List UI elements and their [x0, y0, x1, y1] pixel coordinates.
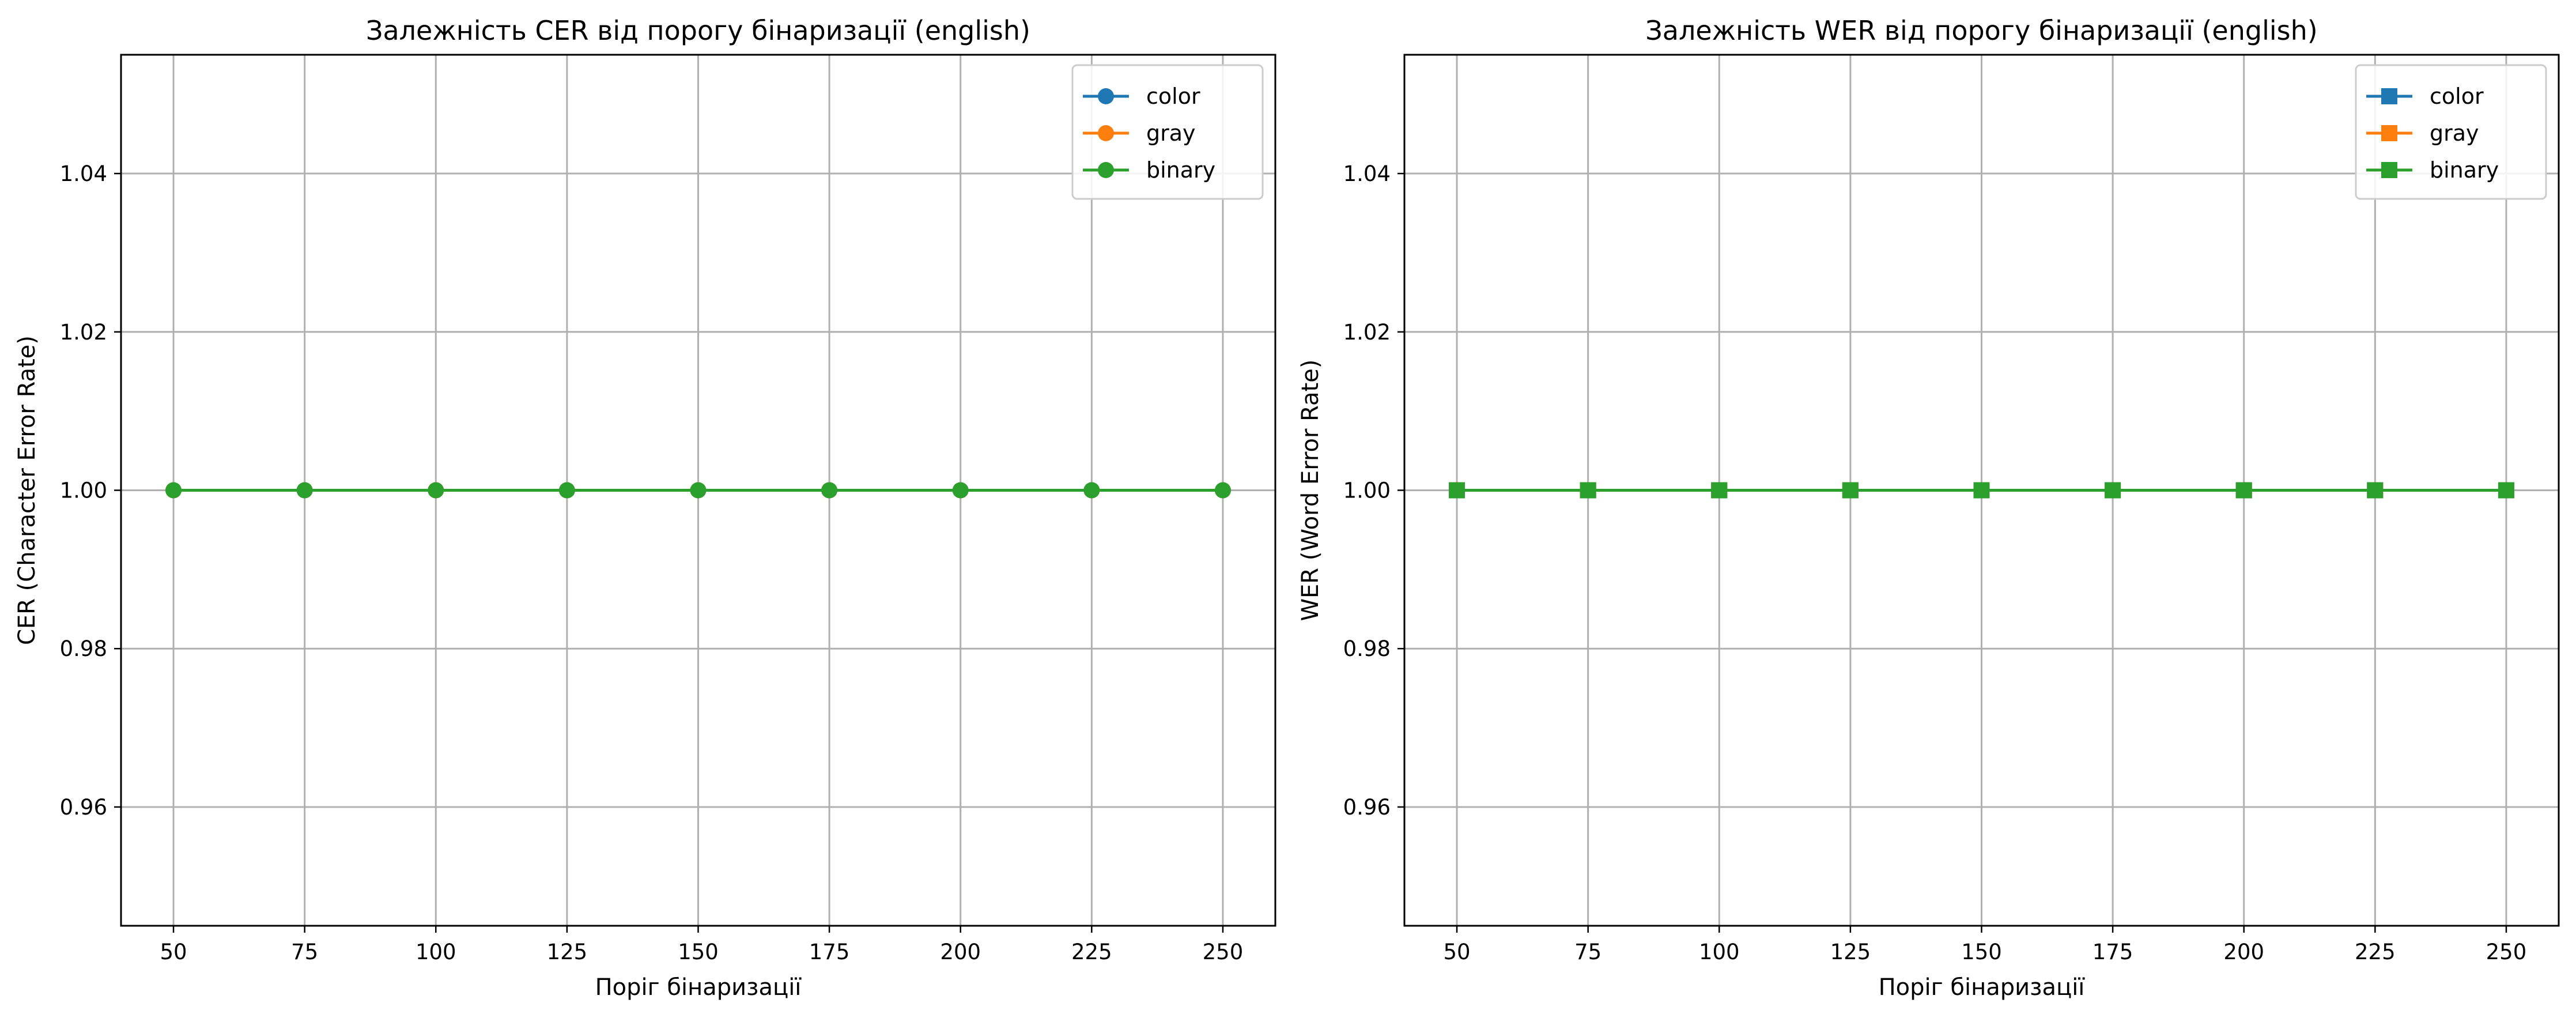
chart-2-axes-frame: [1403, 54, 2560, 927]
chart-2-legend-binary-label: binary: [2430, 157, 2499, 183]
chart-1-series-binary-point: [165, 482, 182, 499]
chart-2-legend-color-label: color: [2430, 84, 2484, 109]
chart-1-xtick-label: 200: [940, 940, 981, 964]
chart-2-ytick-label: 0.96: [1343, 795, 1391, 820]
chart-1-series-binary-point: [1214, 482, 1231, 499]
chart-2-ylabel: WER (Word Error Rate): [1297, 359, 1324, 621]
chart-2-series-binary-point: [1973, 482, 1990, 499]
chart-2-ytick-label: 1.00: [1343, 478, 1391, 503]
chart-2-series-binary-point: [1711, 482, 1728, 499]
chart-1-legend-binary-label: binary: [1146, 157, 1215, 183]
chart-2-title: Залежність WER від порогу бінаризації (e…: [1645, 15, 2317, 46]
chart-1-series-binary-point: [821, 482, 838, 499]
chart-2-legend: color gray binary: [2355, 64, 2547, 200]
chart-1-xtick-label: 250: [1203, 940, 1244, 964]
chart-1-ytick-label: 1.04: [60, 161, 107, 186]
chart-1-legend-gray-marker: [1098, 125, 1114, 141]
chart-1-xtick-label: 50: [160, 940, 187, 964]
chart-2-legend-binary-marker: [2381, 162, 2397, 178]
chart-2: 50 75 100 125 150 175 200 225 250 0.96 0.98 1.00 1.0…: [1297, 15, 2560, 1001]
chart-1-xtick-label: 225: [1071, 940, 1112, 964]
chart-1-series-binary-point: [690, 482, 707, 499]
chart-2-legend-gray-marker: [2381, 125, 2397, 141]
chart-1-legend: color gray binary: [1071, 64, 1264, 200]
chart-2-ytick-label: 1.02: [1343, 320, 1391, 345]
chart-2-series-binary-point: [1449, 482, 1465, 499]
chart-1-xtick-label: 100: [416, 940, 456, 964]
chart-1-title: Залежність CER від порогу бінаризації (e…: [366, 15, 1030, 46]
chart-1-xtick-label: 175: [809, 940, 850, 964]
chart-1-legend-binary-marker: [1098, 162, 1114, 178]
chart-2-xlabel: Поріг бінаризації: [1879, 974, 2086, 1001]
chart-2-series-binary-point: [2235, 482, 2252, 499]
chart-2-xtick-label: 250: [2486, 940, 2527, 964]
chart-1-xtick-label: 75: [291, 940, 318, 964]
chart-2-legend-box: [2355, 64, 2547, 200]
chart-1-ylabel: CER (Character Error Rate): [14, 335, 40, 645]
chart-2-xtick-label: 175: [2092, 940, 2133, 964]
chart-1-axes-frame: [120, 54, 1276, 927]
chart-1-ytick-label: 0.96: [60, 795, 107, 820]
chart-2-series-binary-point: [2105, 482, 2121, 499]
chart-2-xtick-label: 100: [1699, 940, 1740, 964]
chart-1-legend-box: [1071, 64, 1264, 200]
chart-2-xtick-label: 75: [1574, 940, 1601, 964]
chart-2-xtick-label: 200: [2223, 940, 2264, 964]
chart-2-legend-color-marker: [2381, 88, 2397, 104]
chart-1-xtick-label: 125: [547, 940, 588, 964]
chart-2-ytick-label: 1.04: [1343, 161, 1391, 186]
chart-1-ytick-label: 1.02: [60, 320, 107, 345]
chart-1-xtick-label: 150: [678, 940, 719, 964]
chart-1-xlabel: Поріг бінаризації: [595, 974, 802, 1001]
chart-1-series-binary-point: [428, 482, 444, 499]
chart-2-xtick-label: 225: [2355, 940, 2396, 964]
chart-2-ytick-label: 0.98: [1343, 636, 1391, 661]
chart-1-legend-color-label: color: [1146, 84, 1200, 109]
chart-1-legend-gray-label: gray: [1146, 120, 1196, 146]
chart-2-series-binary-point: [1842, 482, 1859, 499]
chart-1-legend-color-marker: [1098, 88, 1114, 104]
chart-1: 50 75 100 125 150 175 200 225 250 0.96 0.98 1.00 1.0…: [14, 15, 1276, 1001]
chart-1-series-binary-point: [296, 482, 313, 499]
chart-2-xtick-label: 150: [1961, 940, 2002, 964]
chart-1-ytick-label: 0.98: [60, 636, 107, 661]
chart-1-series-binary-point: [952, 482, 969, 499]
chart-2-legend-gray-label: gray: [2430, 120, 2479, 146]
chart-2-series-binary-point: [1580, 482, 1596, 499]
chart-2-series-binary-point: [2498, 482, 2514, 499]
chart-2-series-binary-point: [2367, 482, 2384, 499]
chart-2-xtick-label: 50: [1443, 940, 1470, 964]
chart-1-series-binary-point: [558, 482, 575, 499]
chart-1-ytick-label: 1.00: [60, 478, 107, 503]
chart-2-xtick-label: 125: [1830, 940, 1871, 964]
chart-1-series-binary-point: [1083, 482, 1100, 499]
